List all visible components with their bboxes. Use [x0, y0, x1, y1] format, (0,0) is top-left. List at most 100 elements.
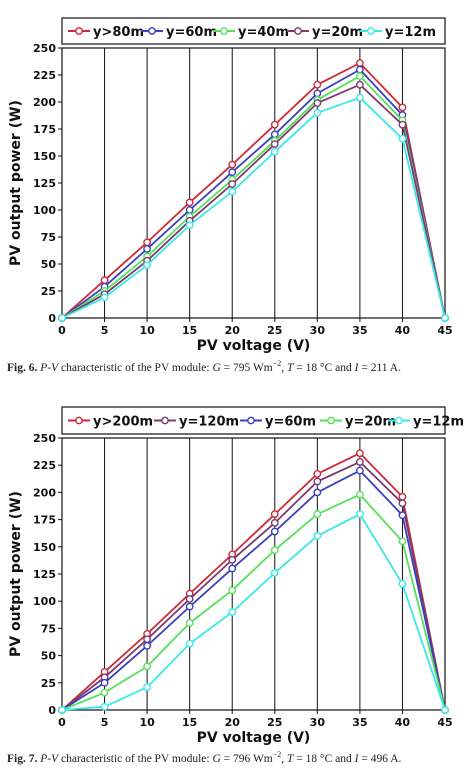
x-axis-label: PV voltage (V) [197, 730, 311, 746]
caption-g-exponent: −2 [272, 359, 282, 369]
y-tick-label: 100 [33, 595, 56, 608]
data-point [355, 458, 364, 466]
data-point [185, 639, 194, 648]
caption-i-value: = 211 A. [361, 362, 401, 374]
caption-title: P-V [40, 753, 59, 765]
data-point [270, 147, 279, 156]
series-line-1 [61, 62, 446, 319]
y-tick-label: 125 [33, 177, 56, 190]
legend-swatch-marker [220, 27, 228, 35]
data-point [100, 678, 109, 687]
series-line-2 [61, 68, 446, 319]
data-point [313, 470, 322, 478]
y-tick-label: 200 [33, 96, 56, 109]
caption-t-value: = 18 °C and [296, 362, 352, 374]
x-tick-label: 35 [352, 716, 367, 729]
legend-label: y=12m [385, 25, 436, 40]
data-point [270, 120, 279, 129]
y-tick-label: 50 [41, 258, 57, 271]
data-point [398, 103, 407, 112]
x-tick-label: 0 [58, 324, 66, 337]
caption-i-symbol: I [354, 362, 359, 374]
pv-chart-fig6: 0 25 50 75 100 125 150 175 200 225 250 0 5 10 15 20 25 30… [8, 17, 453, 354]
caption-i-value: = 496 A. [361, 753, 402, 765]
caption-g-value: = 795 Wm [223, 362, 273, 374]
data-point [270, 130, 279, 139]
data-point [355, 65, 364, 74]
y-tick-label: 250 [33, 42, 56, 55]
y-tick-label: 75 [41, 622, 56, 635]
data-point [143, 635, 152, 644]
data-point [355, 72, 364, 80]
series-line-4 [61, 83, 446, 319]
y-tick-label: 75 [41, 231, 56, 244]
legend-swatch-marker [395, 416, 403, 425]
data-point [313, 89, 322, 98]
x-tick-label: 30 [310, 324, 326, 337]
y-tick-label: 125 [33, 568, 56, 581]
data-point [355, 80, 364, 89]
data-point [398, 134, 407, 143]
caption-g-exponent: −2 [272, 750, 282, 760]
figure-caption: Fig. 6. P-V characteristic of the PV mod… [7, 359, 401, 374]
legend-label: y=12m [413, 415, 464, 430]
data-point [441, 314, 449, 322]
y-axis-label: PV output power (W) [8, 100, 24, 266]
data-point [100, 702, 109, 711]
data-point [185, 595, 194, 603]
data-point [143, 261, 152, 269]
y-tick-label: 225 [33, 69, 56, 82]
x-tick-label: 25 [267, 324, 282, 337]
series-line-4 [61, 493, 446, 711]
x-tick-label: 5 [101, 716, 109, 729]
data-point [313, 108, 322, 117]
caption-g-symbol: G [212, 753, 221, 765]
data-point [355, 466, 364, 475]
series-line-3 [61, 75, 446, 319]
data-point [228, 555, 237, 564]
data-point [398, 579, 407, 588]
y-tick-label: 0 [48, 312, 56, 325]
x-tick-label: 40 [395, 324, 411, 337]
data-point [398, 511, 407, 520]
caption-t-symbol: T [287, 753, 294, 765]
data-point [355, 59, 364, 68]
legend-label: y>80m [93, 25, 144, 40]
x-tick-label: 20 [225, 324, 241, 337]
data-point [228, 168, 237, 177]
legend-swatch-marker [148, 27, 156, 35]
data-point [100, 688, 109, 697]
x-tick-label: 35 [352, 324, 367, 337]
y-tick-label: 100 [33, 204, 56, 217]
data-point [143, 641, 152, 650]
data-point [185, 221, 194, 230]
figure-7: 0 25 50 75 100 125 150 175 200 225 250 0 5 10 15 20 25 30… [0, 390, 473, 776]
data-point [313, 488, 322, 497]
y-tick-label: 150 [33, 150, 56, 163]
series-line-5 [61, 96, 446, 319]
x-tick-label: 10 [139, 716, 155, 729]
data-point [185, 602, 194, 611]
data-point [58, 706, 66, 714]
data-point [228, 180, 237, 188]
figure-6: 0 25 50 75 100 125 150 175 200 225 250 0 5 10 15 20 25 30… [7, 17, 453, 374]
legend-label: y=120m [179, 415, 239, 430]
x-tick-label: 25 [267, 716, 282, 729]
data-point [270, 527, 279, 536]
x-tick-label: 45 [437, 716, 452, 729]
legend-swatch-marker [75, 416, 83, 425]
data-point [355, 93, 364, 102]
legend: y>200m y=120m y=60m y=20m y=12m [61, 406, 464, 435]
x-tick-label: 30 [310, 716, 326, 729]
data-point [143, 683, 152, 692]
legend-swatch-marker [75, 27, 83, 35]
data-point [228, 586, 237, 595]
y-tick-label: 175 [33, 514, 56, 527]
x-axis-label: PV voltage (V) [197, 338, 311, 354]
x-tick-label: 40 [395, 716, 411, 729]
legend-swatch-marker [367, 27, 375, 35]
x-tick-label: 15 [182, 716, 197, 729]
legend-swatch-marker [294, 27, 302, 35]
caption-t-symbol: T [287, 362, 294, 374]
y-tick-label: 250 [33, 432, 56, 445]
